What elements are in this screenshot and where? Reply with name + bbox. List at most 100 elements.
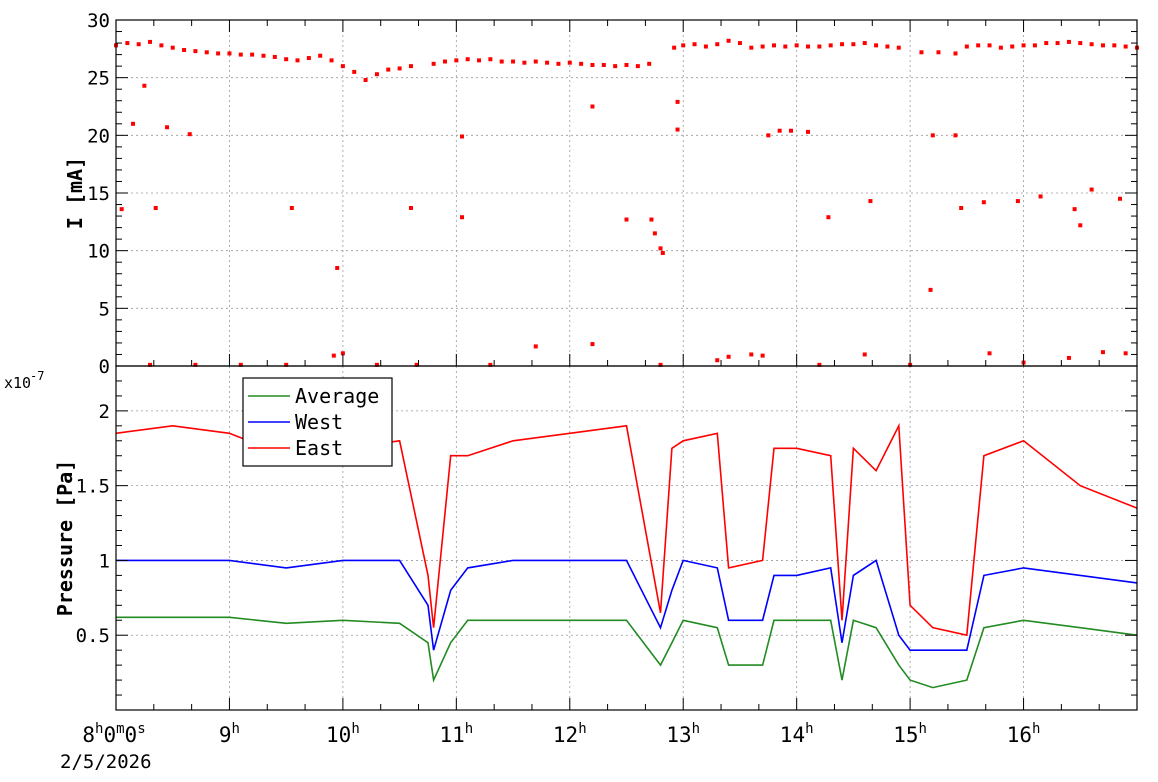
y-tick-label: 5 [99,298,110,320]
current-data-point [885,44,890,49]
current-data-point [216,51,221,56]
current-data-point [238,362,243,367]
current-data-point [1038,194,1043,199]
current-data-point [862,41,867,46]
current-data-point [826,215,831,220]
current-data-point [806,44,811,49]
legend-label: East [295,436,343,460]
current-data-point [1112,43,1117,48]
current-data-point [703,44,708,49]
current-data-point [660,250,665,255]
legend-label: Average [295,384,379,408]
current-data-point [624,62,629,67]
current-data-point [397,66,402,71]
current-data-point [658,362,663,367]
current-data-point [590,104,595,109]
current-data-point [868,199,873,204]
current-data-point [148,362,153,367]
current-data-point [1032,43,1037,48]
legend-label: West [295,410,343,434]
current-data-point [204,50,209,55]
current-data-point [1044,41,1049,46]
current-data-point [749,45,754,50]
current-data-point [783,44,788,49]
current-data-point [896,45,901,50]
current-data-point [556,61,561,66]
x-tick-label: 12h [553,721,587,747]
current-data-point [545,60,550,65]
current-data-point [119,207,124,212]
current-data-point [998,45,1003,50]
current-data-point [794,43,799,48]
current-data-point [987,43,992,48]
current-data-point [987,351,992,356]
current-data-point [460,215,465,220]
time-x-axis: 8h0m0s 9h 10h 11h 12h 13h 14h 15h 16h [82,20,1138,747]
current-data-point [715,358,720,363]
current-data-point [806,129,811,134]
current-data-point [329,58,334,63]
pressure-series-line [116,559,1138,651]
current-data-point [817,44,822,49]
current-data-point [408,205,413,210]
current-data-point [675,99,680,104]
current-data-point [295,58,300,63]
current-data-point [760,44,765,49]
x-tick-label: 8h0m0s [82,721,145,747]
current-data-point [465,57,470,62]
current-data-point [374,72,379,77]
current-data-point [1100,350,1105,355]
current-data-point [624,217,629,222]
current-data-point [675,127,680,132]
current-data-point [159,43,164,48]
current-data-point [335,265,340,270]
current-data-point [454,58,459,63]
current-data-point [408,64,413,69]
current-data-point [533,344,538,349]
y-tick-label: 0.5 [76,625,110,647]
current-data-point [959,205,964,210]
current-data-point [153,205,158,210]
current-data-point [250,52,255,57]
y-tick-label: 1.5 [76,476,110,498]
top-plot-grid [116,20,1137,366]
current-data-point [1015,199,1020,204]
y-tick-label: 1 [99,550,110,572]
current-data-point [136,42,141,47]
pressure-exponent-power: -7 [30,369,44,383]
x-tick-label: 13h [666,721,700,747]
pressure-axis-title: Pressure [Pa] [53,460,77,617]
current-data-point [715,42,720,47]
current-data-point [1078,223,1083,228]
current-data-point [981,200,986,205]
current-data-point [874,43,879,48]
current-data-point [193,362,198,367]
current-data-point [953,51,958,56]
current-data-point [340,351,345,356]
current-data-point [862,352,867,357]
current-data-point [590,62,595,67]
current-data-point [579,61,584,66]
current-data-point [131,121,136,126]
current-data-point [148,39,153,44]
current-data-point [953,133,958,138]
current-data-point [726,354,731,359]
current-data-point [1066,355,1071,360]
x-tick-label: 15h [893,721,927,747]
current-series-group [114,38,1139,367]
current-data-point [851,42,856,47]
current-data-point [284,57,289,62]
current-data-point [142,83,147,88]
current-data-point [460,134,465,139]
current-data-point [777,128,782,133]
current-data-point [386,67,391,72]
current-data-point [187,132,192,137]
current-y-axis: 0 5 10 15 20 25 30 [87,10,1137,378]
pressure-series-line [115,422,1138,637]
current-data-point [590,342,595,347]
current-data-point [1089,187,1094,192]
current-data-point [788,128,793,133]
current-data-point [170,45,175,50]
current-data-point [125,41,130,46]
y-tick-label: 25 [87,68,110,90]
